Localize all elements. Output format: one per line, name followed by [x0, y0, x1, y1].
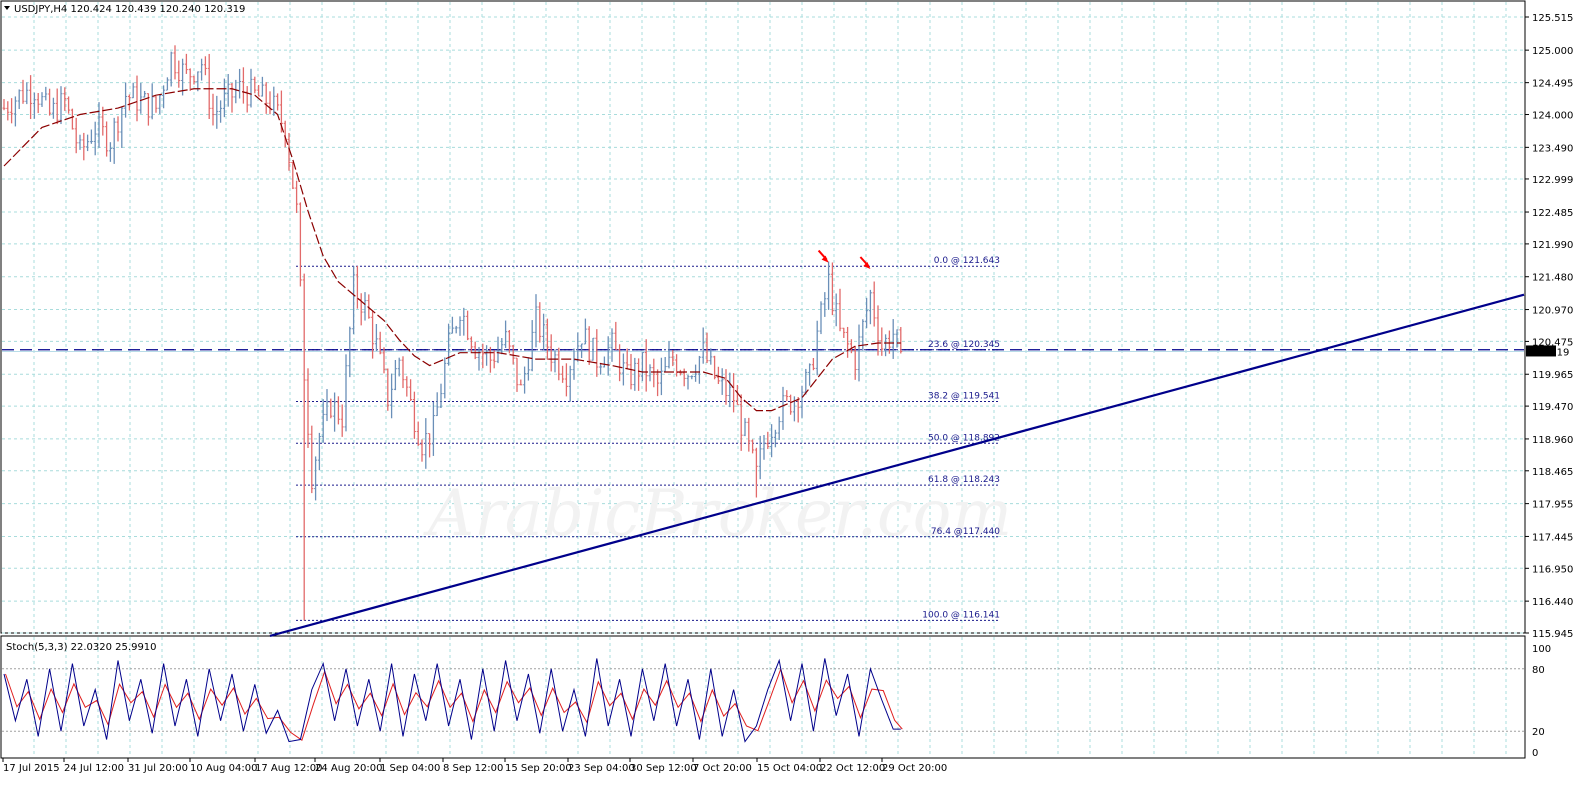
x-tick-label: 22 Oct 12:00 — [820, 763, 885, 774]
y-tick-label: 125.515 — [1532, 13, 1573, 24]
fib-label: 50.0 @ 118.892 — [928, 433, 1000, 443]
x-tick-label: 1 Sep 04:00 — [380, 763, 440, 774]
y-tick-label: 117.955 — [1532, 500, 1573, 511]
y-tick-label: 122.999 — [1532, 175, 1573, 186]
y-tick-label: 116.440 — [1532, 597, 1573, 608]
y-tick-label: 116.950 — [1532, 564, 1573, 575]
x-tick-label: 29 Oct 20:00 — [882, 763, 947, 774]
x-tick-label: 30 Sep 12:00 — [630, 763, 697, 774]
x-tick-label: 17 Jul 2015 — [3, 763, 60, 774]
y-tick-label: 123.490 — [1532, 143, 1573, 154]
moving-average-line — [3, 88, 901, 412]
collapse-triangle-icon[interactable] — [4, 6, 10, 10]
y-tick-label: 118.465 — [1532, 467, 1573, 478]
fib-label: 61.8 @ 118.243 — [928, 475, 1000, 485]
x-tick-label: 23 Sep 04:00 — [568, 763, 635, 774]
stoch-level-label: 20 — [1532, 727, 1545, 738]
y-tick-label: 121.480 — [1532, 273, 1573, 284]
signal-arrows — [817, 249, 871, 269]
fib-label: 76.4 @117.440 — [931, 527, 1000, 537]
x-tick-label: 8 Sep 12:00 — [443, 763, 503, 774]
candles — [2, 45, 903, 621]
x-tick-label: 24 Jul 12:00 — [64, 763, 124, 774]
stoch-level-label: 100 — [1532, 644, 1551, 655]
y-tick-label: 118.960 — [1532, 435, 1573, 446]
x-tick-label: 15 Sep 20:00 — [505, 763, 572, 774]
grid-lines — [2, 2, 1524, 634]
x-tick-label: 31 Jul 20:00 — [128, 763, 188, 774]
price-axis[interactable]: 125.515 125.000 124.495 124.000 123.490 122.9… — [1525, 13, 1573, 640]
fib-label: 23.6 @ 120.345 — [928, 340, 1000, 350]
x-tick-label: 15 Oct 04:00 — [757, 763, 822, 774]
arrow-head-icon — [863, 262, 871, 269]
stoch-main-line — [3, 658, 901, 743]
trendline[interactable] — [269, 293, 1525, 637]
stoch-header: Stoch(5,3,3) 22.0320 25.9910 — [6, 642, 157, 653]
fibonacci-levels[interactable]: 0.0 @ 121.643 23.6 @ 120.345 38.2 @ 119.54… — [296, 256, 1000, 621]
fib-label: 100.0 @ 116.141 — [922, 610, 1000, 620]
y-tick-label: 119.965 — [1532, 370, 1573, 381]
time-axis: 17 Jul 2015 24 Jul 12:00 31 Jul 20:00 10 Au… — [2, 758, 947, 774]
y-tick-label: 120.970 — [1532, 306, 1573, 317]
y-tick-label: 119.470 — [1532, 402, 1573, 413]
stoch-level-label: 0 — [1532, 748, 1538, 759]
y-tick-label: 122.485 — [1532, 208, 1573, 219]
y-tick-label: 117.445 — [1532, 532, 1573, 543]
y-tick-label: 115.945 — [1532, 629, 1573, 640]
stoch-panel[interactable] — [0, 635, 1526, 759]
stoch-axis: 100 80 20 0 — [2, 644, 1551, 759]
stoch-level-label: 80 — [1532, 665, 1545, 676]
x-tick-label: 10 Aug 04:00 — [190, 763, 257, 774]
y-tick-label: 120.475 — [1532, 337, 1573, 348]
x-tick-label: 24 Aug 20:00 — [315, 763, 382, 774]
x-tick-label: 17 Aug 12:00 — [255, 763, 322, 774]
y-tick-label: 124.495 — [1532, 79, 1573, 90]
x-tick-label: 7 Oct 20:00 — [693, 763, 752, 774]
current-price-label: 120.319 — [1528, 347, 1569, 358]
y-tick-label: 121.990 — [1532, 240, 1573, 251]
chart-header: USDJPY,H4 120.424 120.439 120.240 120.31… — [14, 4, 245, 15]
fib-label: 38.2 @ 119.541 — [928, 392, 1000, 402]
price-panel[interactable] — [0, 0, 1526, 634]
fib-label: 0.0 @ 121.643 — [934, 256, 1000, 266]
current-price-tag — [1526, 345, 1556, 357]
y-tick-label: 124.000 — [1532, 111, 1573, 122]
arrow-head-icon — [821, 255, 829, 263]
y-tick-label: 125.000 — [1532, 46, 1573, 57]
